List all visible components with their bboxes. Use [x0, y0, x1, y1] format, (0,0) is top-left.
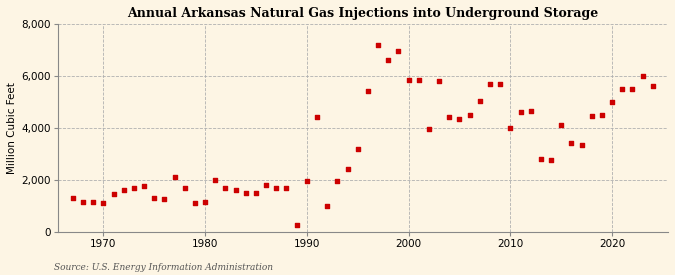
Point: [637, 74, 648, 78]
Point: [475, 98, 485, 103]
Point: [587, 114, 597, 118]
Point: [281, 185, 292, 190]
Point: [362, 89, 373, 94]
Point: [312, 115, 323, 120]
Point: [169, 175, 180, 180]
Point: [576, 142, 587, 147]
Point: [434, 79, 445, 83]
Y-axis label: Million Cubic Feet: Million Cubic Feet: [7, 82, 17, 174]
Point: [647, 84, 658, 89]
Point: [413, 78, 424, 82]
Point: [118, 188, 129, 192]
Point: [515, 110, 526, 114]
Text: Source: U.S. Energy Information Administration: Source: U.S. Energy Information Administ…: [54, 263, 273, 272]
Point: [495, 81, 506, 86]
Point: [292, 223, 302, 227]
Point: [210, 178, 221, 182]
Point: [261, 183, 271, 187]
Point: [383, 58, 394, 62]
Point: [423, 127, 434, 131]
Point: [98, 201, 109, 205]
Point: [525, 109, 536, 113]
Point: [607, 100, 618, 104]
Point: [68, 196, 78, 200]
Point: [302, 179, 313, 183]
Point: [240, 191, 251, 195]
Point: [322, 204, 333, 208]
Point: [250, 191, 261, 195]
Point: [230, 188, 241, 192]
Point: [535, 157, 546, 161]
Point: [88, 200, 99, 204]
Point: [403, 78, 414, 82]
Point: [393, 49, 404, 53]
Point: [148, 196, 159, 200]
Point: [220, 185, 231, 190]
Point: [444, 115, 455, 120]
Point: [556, 123, 566, 128]
Point: [617, 87, 628, 91]
Point: [332, 179, 343, 183]
Point: [159, 197, 170, 202]
Point: [342, 167, 353, 172]
Point: [566, 141, 577, 146]
Point: [485, 81, 495, 86]
Point: [627, 87, 638, 91]
Point: [78, 200, 88, 204]
Point: [373, 42, 383, 47]
Point: [138, 184, 149, 189]
Point: [128, 185, 139, 190]
Point: [454, 117, 465, 121]
Point: [505, 126, 516, 130]
Point: [271, 185, 281, 190]
Point: [545, 158, 556, 163]
Point: [200, 200, 211, 204]
Title: Annual Arkansas Natural Gas Injections into Underground Storage: Annual Arkansas Natural Gas Injections i…: [127, 7, 599, 20]
Point: [597, 113, 608, 117]
Point: [180, 185, 190, 190]
Point: [352, 147, 363, 151]
Point: [190, 201, 200, 205]
Point: [464, 113, 475, 117]
Point: [108, 192, 119, 196]
